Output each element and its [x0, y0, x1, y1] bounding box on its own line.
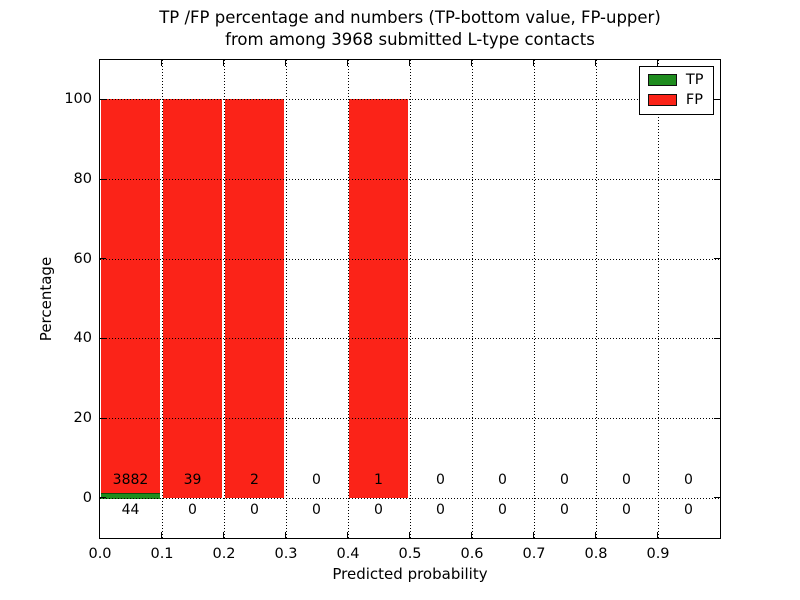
- x-tick-mark: [223, 59, 225, 66]
- tp-count-label: 0: [622, 501, 631, 518]
- tp-count-label: 0: [312, 501, 321, 518]
- y-tick-mark: [713, 417, 720, 419]
- tp-count-label: 0: [684, 501, 693, 518]
- x-gridline: [347, 59, 349, 538]
- x-tick-label: 0.7: [522, 546, 546, 562]
- y-tick-mark: [713, 337, 720, 340]
- x-tick-label: 0.0: [88, 546, 112, 562]
- x-tick-mark: [285, 59, 287, 66]
- y-tick-mark: [99, 337, 106, 340]
- y-tick-label: 40: [73, 330, 92, 347]
- legend-label-tp: TP: [685, 71, 704, 88]
- legend-item-fp: FP: [647, 91, 704, 108]
- tp-count-label: 44: [121, 501, 140, 518]
- x-tick-mark: [99, 531, 101, 538]
- x-tick-label: 0.9: [646, 546, 670, 562]
- x-tick-mark: [471, 59, 473, 66]
- x-tick-mark: [347, 59, 349, 66]
- tp-count-label: 0: [560, 501, 569, 518]
- x-gridline: [657, 59, 659, 538]
- y-tick-mark: [99, 258, 106, 260]
- fp-count-label: 3882: [112, 471, 149, 488]
- x-gridline: [533, 59, 535, 538]
- x-tick-mark: [161, 531, 163, 538]
- x-gridline: [223, 59, 225, 538]
- x-tick-mark: [533, 531, 535, 538]
- legend-label-fp: FP: [685, 91, 703, 108]
- y-tick-mark: [713, 98, 720, 101]
- x-tick-mark: [161, 59, 163, 66]
- fp-count-label: 2: [250, 471, 259, 488]
- y-tick-label: 60: [73, 250, 92, 267]
- tp-count-label: 0: [250, 501, 259, 518]
- plot-area: TP FP 3882 44 39 0 2 0 0 0 1 0 0 0 0 0 0 0 0 0 0 0: [98, 58, 721, 539]
- x-tick-label: 0.2: [212, 546, 236, 562]
- chart-title: TP /FP percentage and numbers (TP-bottom…: [90, 7, 730, 51]
- legend: TP FP: [638, 65, 714, 115]
- y-tick-label: 100: [64, 91, 92, 108]
- x-tick-mark: [595, 531, 597, 538]
- fp-count-label: 0: [312, 471, 321, 488]
- tp-color-swatch: [647, 74, 677, 86]
- x-tick-mark: [595, 59, 597, 66]
- x-tick-mark: [285, 531, 287, 538]
- x-tick-mark: [409, 531, 411, 538]
- x-tick-label: 0.4: [336, 546, 360, 562]
- x-gridline: [595, 59, 597, 538]
- x-gridline: [409, 59, 411, 538]
- y-tick-mark: [99, 417, 106, 419]
- x-tick-label: 0.3: [274, 546, 298, 562]
- x-tick-mark: [99, 59, 101, 66]
- fp-bar: [101, 99, 160, 494]
- y-tick-label: 0: [82, 489, 92, 506]
- x-tick-mark: [409, 59, 411, 66]
- x-tick-mark: [533, 59, 535, 66]
- x-axis-label: Predicted probability: [332, 565, 488, 583]
- x-tick-label: 0.6: [460, 546, 484, 562]
- fp-bar: [349, 99, 408, 498]
- tp-count-label: 0: [436, 501, 445, 518]
- x-tick-mark: [347, 531, 349, 538]
- y-tick-mark: [713, 497, 720, 499]
- tp-count-label: 0: [188, 501, 197, 518]
- y-tick-mark: [99, 98, 106, 101]
- chart-title-line2: from among 3968 submitted L-type contact…: [225, 30, 595, 49]
- x-tick-label: 0.1: [150, 546, 174, 562]
- fp-count-label: 0: [436, 471, 445, 488]
- fp-count-label: 0: [560, 471, 569, 488]
- fp-count-label: 0: [622, 471, 631, 488]
- y-tick-mark: [713, 258, 720, 260]
- chart-title-line1: TP /FP percentage and numbers (TP-bottom…: [159, 8, 661, 27]
- fp-bar: [225, 99, 284, 498]
- tp-count-label: 0: [498, 501, 507, 518]
- fp-count-label: 39: [183, 471, 202, 488]
- fp-count-label: 0: [498, 471, 507, 488]
- fp-count-label: 1: [374, 471, 383, 488]
- legend-item-tp: TP: [647, 71, 704, 88]
- fp-bar: [163, 99, 222, 498]
- y-tick-mark: [99, 178, 106, 180]
- y-tick-label: 80: [73, 171, 92, 187]
- fp-color-swatch: [647, 94, 677, 106]
- tp-count-label: 0: [374, 501, 383, 518]
- y-tick-label: 20: [73, 410, 92, 426]
- y-axis-label: Percentage: [37, 256, 55, 342]
- x-tick-label: 0.8: [584, 546, 608, 562]
- x-gridline: [161, 59, 163, 538]
- y-tick-mark: [99, 497, 106, 499]
- fp-count-label: 0: [684, 471, 693, 488]
- tp-bar: [101, 493, 160, 499]
- x-gridline: [285, 59, 287, 538]
- x-tick-label: 0.5: [398, 546, 422, 562]
- x-tick-mark: [223, 531, 225, 538]
- x-tick-mark: [657, 531, 659, 538]
- x-tick-mark: [471, 531, 473, 538]
- x-tick-mark: [657, 59, 659, 66]
- y-tick-mark: [713, 178, 720, 180]
- x-gridline: [471, 59, 473, 538]
